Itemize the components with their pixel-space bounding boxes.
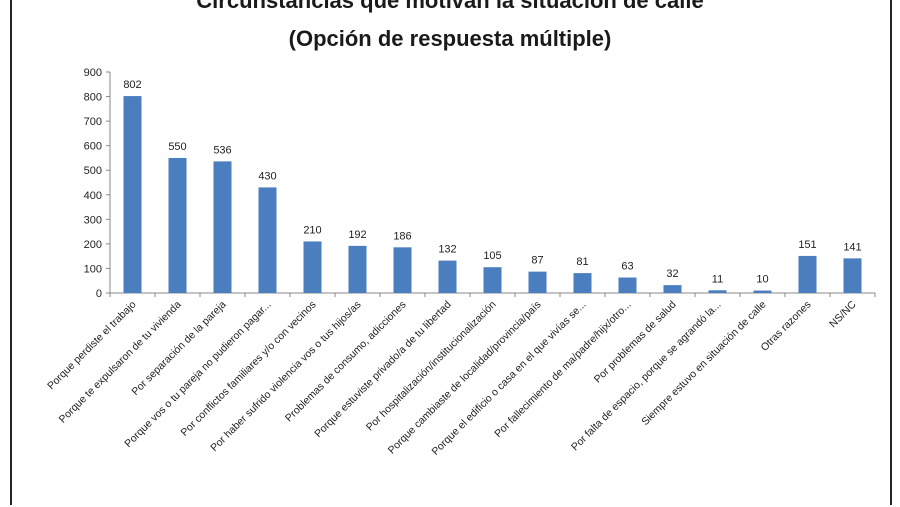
bar (708, 290, 727, 293)
category-label: Por problemas de salud (592, 299, 679, 386)
bar (528, 271, 547, 293)
bar-value-label: 210 (303, 224, 321, 236)
chart-title: Circunstancias que motivan la situación … (196, 0, 704, 13)
bar-value-label: 11 (712, 273, 723, 285)
bar (393, 247, 412, 293)
bar (753, 290, 772, 293)
bar (483, 267, 502, 293)
chart-frame (10, 0, 892, 505)
y-tick-label: 400 (84, 190, 102, 202)
category-label: Porque perdiste el trabajo (45, 299, 139, 393)
bar (843, 258, 862, 293)
bar-value-label: 151 (798, 239, 816, 251)
bar (258, 187, 277, 293)
bar (123, 96, 142, 293)
category-label: Porque el edificio o casa en el que viví… (429, 299, 588, 458)
bar-value-label: 132 (438, 244, 456, 256)
bar (798, 255, 817, 293)
y-tick-label: 700 (84, 116, 102, 128)
chart-subtitle: (Opción de respuesta múltiple) (288, 26, 612, 51)
bar-value-label: 536 (213, 144, 231, 156)
category-label: Porque cambiaste de localidad/provincia/… (386, 299, 544, 457)
category-label: Por separación de la pareja (129, 299, 228, 398)
category-label: NS/NC (827, 298, 859, 330)
bar-value-label: 87 (531, 255, 543, 267)
bar (663, 285, 682, 293)
bar (438, 260, 457, 293)
bar-value-label: 10 (756, 274, 768, 286)
bar-value-label: 550 (168, 141, 186, 153)
bar-value-label: 141 (843, 241, 861, 253)
bar-value-label: 32 (666, 268, 678, 280)
y-tick-label: 100 (84, 263, 102, 275)
y-tick-label: 200 (84, 239, 102, 251)
y-tick-label: 900 (84, 67, 102, 79)
y-tick-label: 800 (84, 92, 102, 104)
y-tick-label: 0 (96, 288, 102, 300)
bar-value-label: 192 (348, 229, 366, 241)
y-tick-label: 300 (84, 214, 102, 226)
y-tick-label: 500 (84, 165, 102, 177)
bar (348, 245, 367, 293)
bar-value-label: 186 (393, 230, 411, 242)
bar (618, 277, 637, 293)
bar (573, 273, 592, 293)
bar-value-label: 802 (123, 79, 141, 91)
y-tick-label: 600 (84, 141, 102, 153)
bar-value-label: 81 (576, 256, 588, 268)
bar-value-label: 63 (621, 261, 633, 273)
bar (213, 161, 232, 293)
bar-value-label: 430 (258, 170, 276, 182)
bar (303, 241, 322, 293)
bar (168, 157, 187, 293)
bar-value-label: 105 (483, 250, 501, 262)
